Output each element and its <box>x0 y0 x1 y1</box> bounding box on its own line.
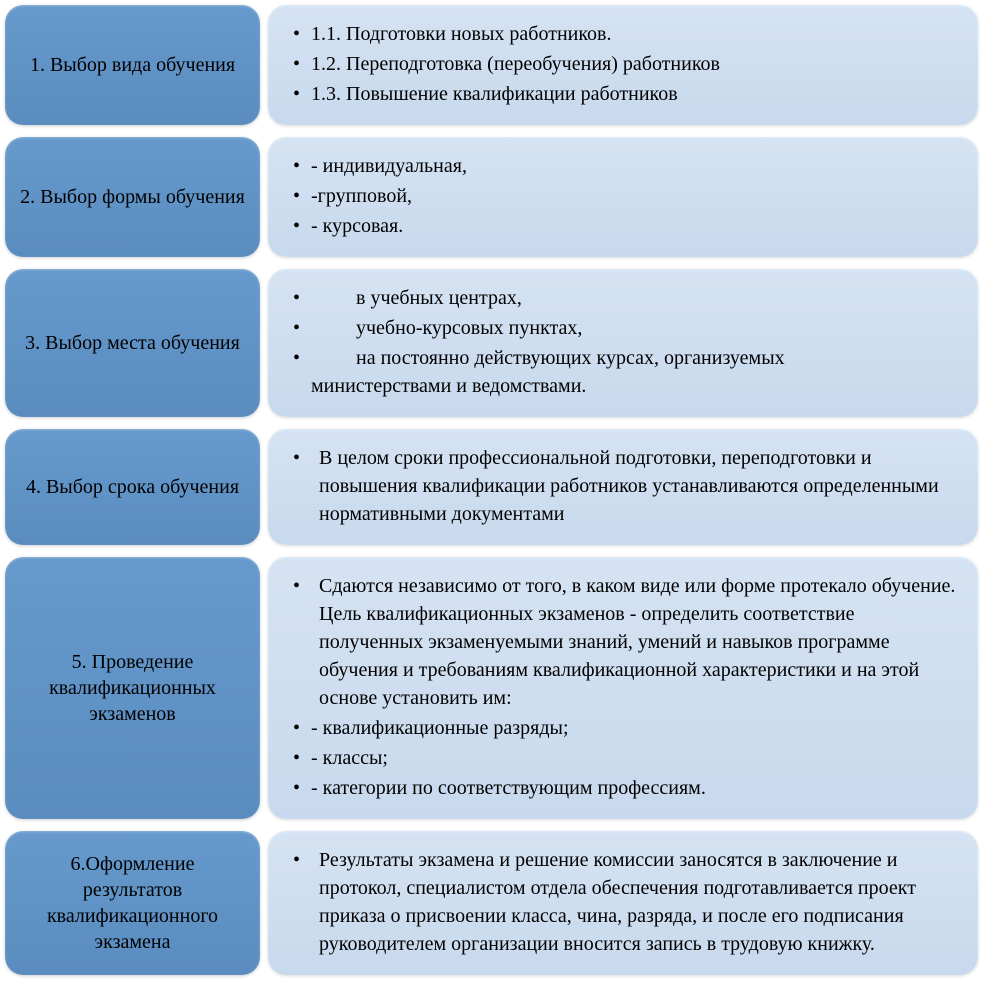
step-items-list: Результаты экзамена и решение комиссии з… <box>293 846 958 960</box>
step-item: - категории по соответствующим профессия… <box>293 774 958 802</box>
step-item: Сдаются независимо от того, в каком виде… <box>293 572 958 712</box>
step-items-list: Сдаются независимо от того, в каком виде… <box>293 572 958 804</box>
process-step-row: 3. Выбор места обучения в учебных центра… <box>5 269 978 417</box>
step-header: 5. Проведение квалификационных экзаменов <box>5 557 260 819</box>
step-item: - индивидуальная, <box>293 152 958 180</box>
training-process-diagram: 1. Выбор вида обучения 1.1. Подготовки но… <box>5 5 978 975</box>
step-item: - классы; <box>293 744 958 772</box>
step-content: в учебных центрах, учебно-курсовых пункт… <box>268 269 978 417</box>
step-item: на постоянно действующих курсах, организ… <box>293 344 958 400</box>
step-item: Результаты экзамена и решение комиссии з… <box>293 846 958 958</box>
step-item: 1.2. Переподготовка (переобучения) работ… <box>293 50 958 78</box>
step-item: - курсовая. <box>293 212 958 240</box>
step-item: В целом сроки профессиональной подготовк… <box>293 444 958 528</box>
step-item: учебно-курсовых пунктах, <box>293 314 958 342</box>
step-content: 1.1. Подготовки новых работников.1.2. Пе… <box>268 5 978 125</box>
step-item: -групповой, <box>293 182 958 210</box>
step-header: 6.Оформление результатов квалификационно… <box>5 831 260 975</box>
step-content: - индивидуальная,-групповой,- курсовая. <box>268 137 978 257</box>
step-header: 1. Выбор вида обучения <box>5 5 260 125</box>
step-item: 1.1. Подготовки новых работников. <box>293 20 958 48</box>
step-items-list: в учебных центрах, учебно-курсовых пункт… <box>293 284 958 402</box>
step-content: В целом сроки профессиональной подготовк… <box>268 429 978 545</box>
step-item: - квалификационные разряды; <box>293 714 958 742</box>
step-items-list: 1.1. Подготовки новых работников.1.2. Пе… <box>293 20 958 110</box>
process-step-row: 5. Проведение квалификационных экзаменов… <box>5 557 978 819</box>
process-step-row: 6.Оформление результатов квалификационно… <box>5 831 978 975</box>
step-content: Сдаются независимо от того, в каком виде… <box>268 557 978 819</box>
process-step-row: 2. Выбор формы обучения - индивидуальная,… <box>5 137 978 257</box>
step-items-list: В целом сроки профессиональной подготовк… <box>293 444 958 530</box>
step-header: 2. Выбор формы обучения <box>5 137 260 257</box>
step-item: 1.3. Повышение квалификации работников <box>293 80 958 108</box>
step-header: 4. Выбор срока обучения <box>5 429 260 545</box>
step-items-list: - индивидуальная,-групповой,- курсовая. <box>293 152 958 242</box>
process-step-row: 1. Выбор вида обучения 1.1. Подготовки но… <box>5 5 978 125</box>
step-item: в учебных центрах, <box>293 284 958 312</box>
step-content: Результаты экзамена и решение комиссии з… <box>268 831 978 975</box>
process-step-row: 4. Выбор срока обучения В целом сроки про… <box>5 429 978 545</box>
step-header: 3. Выбор места обучения <box>5 269 260 417</box>
